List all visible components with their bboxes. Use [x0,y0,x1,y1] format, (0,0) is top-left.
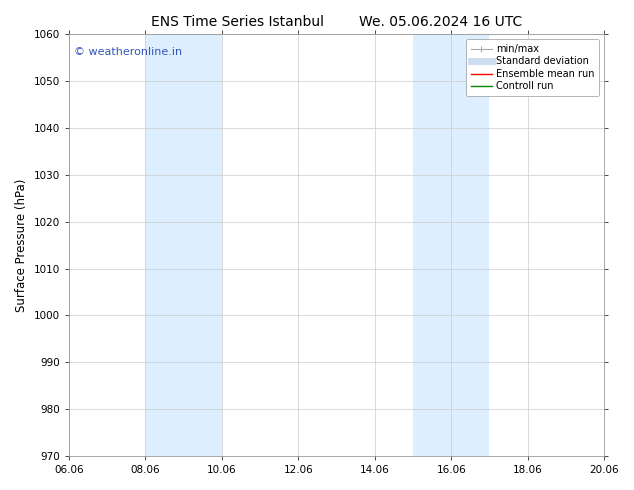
Bar [145,34,222,456]
Title: ENS Time Series Istanbul        We. 05.06.2024 16 UTC: ENS Time Series Istanbul We. 05.06.2024 … [151,15,522,29]
Bar [413,34,489,456]
Legend: min/max, Standard deviation, Ensemble mean run, Controll run: min/max, Standard deviation, Ensemble me… [466,39,599,96]
Text: © weatheronline.in: © weatheronline.in [74,47,183,57]
Y-axis label: Surface Pressure (hPa): Surface Pressure (hPa) [15,178,28,312]
